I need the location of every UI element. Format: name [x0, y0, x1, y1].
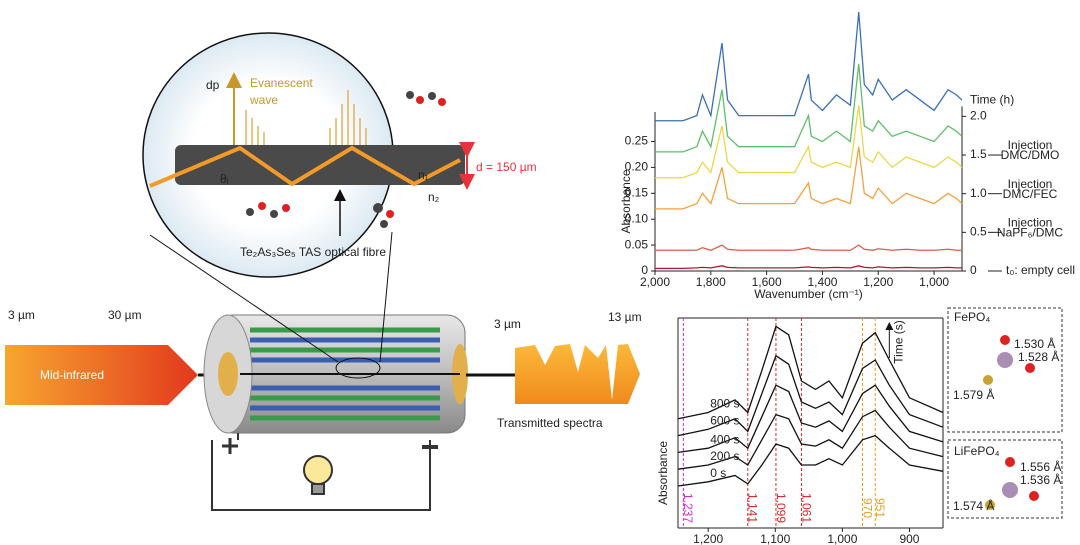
marker-label: 1,141	[746, 493, 760, 523]
diameter-label: d = 150 µm	[476, 160, 537, 174]
wave-label: Evanescent	[250, 76, 313, 90]
series-label: 400 s	[710, 432, 739, 446]
annotation: Time (s)	[892, 320, 906, 364]
bond-length: 1.574 Å	[953, 498, 994, 513]
output-start: 3 µm	[494, 317, 521, 331]
tick-note: DMC/FEC	[1003, 187, 1058, 201]
y-tick-label: 0.15	[625, 185, 649, 199]
cell	[204, 315, 468, 433]
series-line	[655, 12, 962, 121]
clad-label: n₂	[428, 190, 440, 204]
x-tick-label: 1,000	[919, 275, 949, 289]
structure-box	[948, 308, 1062, 432]
output-label: Transmitted spectra	[497, 416, 603, 430]
y2-axis-label: Time (h)	[970, 93, 1014, 107]
structure-name: LiFePO₄	[954, 444, 1000, 458]
structure-name: FePO₄	[954, 310, 990, 324]
series-label: 200 s	[710, 449, 739, 463]
figure: 3 µm 30 µm Mid-infrared 3 µm 13 µm Trans…	[0, 0, 1080, 545]
series-line	[655, 147, 962, 209]
y2-tick-label: 1.0	[970, 186, 987, 200]
output-end: 13 µm	[608, 310, 642, 324]
x-axis-label: Wavenumber (cm⁻¹)	[754, 287, 863, 301]
input-label: Mid-infrared	[40, 368, 104, 382]
circuit	[212, 433, 438, 510]
y-tick-label: 0.05	[625, 237, 649, 251]
y2-tick-label: 0.5	[970, 225, 987, 239]
marker-label: 970	[860, 498, 874, 518]
core-label: n₁	[418, 168, 429, 182]
output-spectrum	[515, 344, 640, 404]
y-tick-label: 0.25	[625, 134, 649, 148]
y-tick-label: 0.10	[625, 211, 649, 225]
input-start: 3 µm	[8, 308, 35, 322]
x-tick-label: 1,800	[696, 275, 726, 289]
marker-label: 951	[873, 498, 887, 518]
bond-length: 1.536 Å	[1020, 472, 1061, 487]
series-line	[655, 245, 962, 250]
bond-length: 1.528 Å	[1018, 349, 1059, 364]
series-label: 800 s	[710, 397, 739, 411]
tick-note: NaPF₆/DMC	[997, 226, 1064, 240]
marker-label: 1,061	[799, 493, 813, 523]
bond-length: 1.579 Å	[953, 387, 994, 402]
y-tick-label: 0	[641, 263, 648, 277]
input-end: 30 µm	[108, 308, 142, 322]
series-line	[655, 266, 962, 269]
tick-note: t₀: empty cell	[1006, 263, 1075, 277]
bond-length: 1.556 Å	[1020, 459, 1061, 474]
y-tick-label: 0.20	[625, 160, 649, 174]
angle-label: θᵢ	[220, 172, 229, 186]
y2-tick-label: 2.0	[970, 109, 987, 123]
fibre-label: Te₂As₃Se₅ TAS optical fibre	[240, 245, 386, 259]
marker-label: 1,099	[774, 493, 788, 523]
tick-note: DMC/DMO	[1001, 148, 1060, 162]
y2-tick-label: 0	[970, 263, 977, 277]
y-axis-label: Absorbance	[656, 441, 670, 505]
x-tick-label: 2,000	[640, 275, 670, 289]
y2-tick-label: 1.5	[970, 147, 987, 161]
bond-length: 1.530 Å	[1014, 336, 1055, 351]
x-tick-label: 900	[899, 532, 919, 545]
series-label: 0 s	[710, 466, 726, 480]
wave-label: wave	[249, 93, 278, 107]
x-tick-label: 1,000	[827, 532, 857, 545]
x-tick-label: 1,200	[693, 532, 723, 545]
dp-label: dp	[206, 78, 220, 92]
marker-label: 1,237	[681, 493, 695, 523]
series-label: 600 s	[710, 413, 739, 427]
x-tick-label: 1,200	[863, 275, 893, 289]
x-tick-label: 1,100	[760, 532, 790, 545]
